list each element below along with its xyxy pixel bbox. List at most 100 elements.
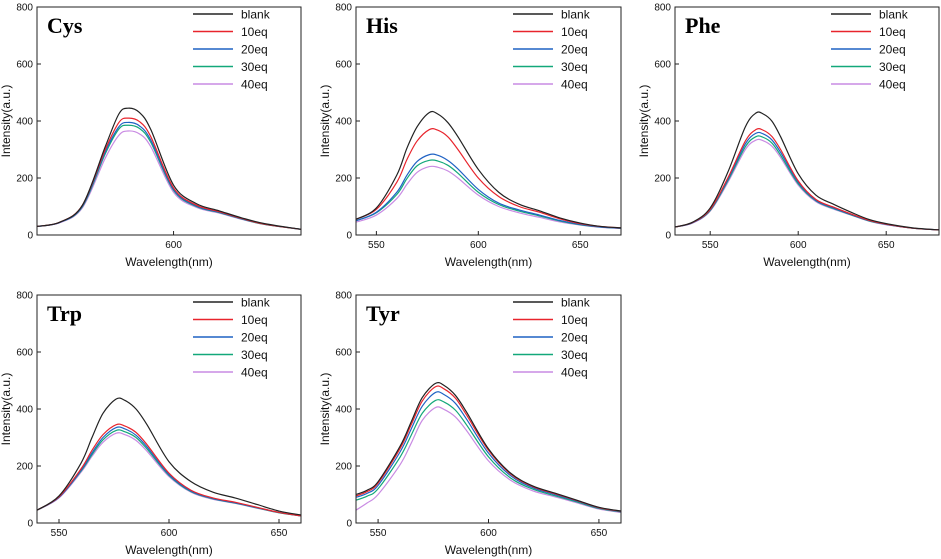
series-line-40eq xyxy=(675,138,939,231)
y-tick-label: 200 xyxy=(654,174,671,185)
legend-label-10eq: 10eq xyxy=(241,313,268,327)
legend-label-20eq: 20eq xyxy=(241,331,268,345)
x-tick-label: 650 xyxy=(591,528,608,539)
series-line-10eq xyxy=(675,128,939,231)
series-line-blank xyxy=(37,397,301,516)
legend: blank 10eq 20eq 30eq 40eq xyxy=(831,8,909,92)
x-axis-label: Wavelength(nm) xyxy=(125,255,213,269)
chart-panel-phe: 0 200 400 600 800 550 600 650 Wavelength(nm) Inte… xyxy=(637,3,940,269)
x-tick-label: 550 xyxy=(702,240,719,251)
x-tick-label: 600 xyxy=(165,240,182,251)
legend-label-40eq: 40eq xyxy=(879,78,906,92)
series-line-20eq xyxy=(675,131,939,231)
legend-label-30eq: 30eq xyxy=(561,348,588,362)
legend-label-10eq: 10eq xyxy=(561,313,588,327)
series-line-10eq xyxy=(37,423,301,517)
x-tick-label: 550 xyxy=(370,528,387,539)
series-group xyxy=(37,107,301,230)
y-tick-label: 200 xyxy=(335,174,352,185)
chart-panel-his: 0 200 400 600 800 550 600 650 Wavelength(nm) Inte… xyxy=(318,3,622,269)
series-line-blank xyxy=(37,107,301,230)
legend-label-20eq: 20eq xyxy=(879,43,906,57)
axes-frame xyxy=(355,294,622,524)
y-tick-label: 0 xyxy=(27,231,33,242)
legend-label-blank: blank xyxy=(241,8,271,22)
panel-title: Trp xyxy=(47,301,82,326)
y-tick-label: 0 xyxy=(346,231,352,242)
series-line-40eq xyxy=(356,406,621,514)
series-line-10eq xyxy=(356,128,621,229)
legend-label-30eq: 30eq xyxy=(241,60,268,74)
legend-label-30eq: 30eq xyxy=(561,60,588,74)
y-tick-label: 0 xyxy=(346,519,352,530)
legend: blank 10eq 20eq 30eq 40eq xyxy=(193,296,271,380)
panel-title: His xyxy=(366,13,398,38)
y-tick-label: 600 xyxy=(335,348,352,359)
series-line-20eq xyxy=(356,153,621,229)
series-line-30eq xyxy=(356,399,621,513)
series-line-blank xyxy=(675,111,939,231)
x-axis-label: Wavelength(nm) xyxy=(445,255,533,269)
y-tick-label: 0 xyxy=(27,519,33,530)
y-axis-label: Intensity(a.u.) xyxy=(637,85,651,158)
x-axis-label: Wavelength(nm) xyxy=(445,543,533,557)
x-tick-label: 650 xyxy=(878,240,895,251)
legend-label-40eq: 40eq xyxy=(561,366,588,380)
y-axis-label: Intensity(a.u.) xyxy=(0,373,13,446)
y-tick-label: 400 xyxy=(335,117,352,128)
legend-label-20eq: 20eq xyxy=(561,43,588,57)
series-line-20eq xyxy=(356,391,621,513)
y-tick-label: 600 xyxy=(16,348,33,359)
series-line-blank xyxy=(356,381,621,512)
series-line-blank xyxy=(356,110,621,229)
legend: blank 10eq 20eq 30eq 40eq xyxy=(513,296,591,380)
axes-frame xyxy=(36,294,302,524)
axes-frame xyxy=(36,6,302,236)
chart-panel-trp: 0 200 400 600 800 550 600 650 Wavelength(nm) Inte… xyxy=(0,291,302,557)
series-group xyxy=(675,111,939,231)
y-tick-label: 400 xyxy=(654,117,671,128)
x-tick-label: 650 xyxy=(271,528,288,539)
y-tick-label: 400 xyxy=(335,405,352,416)
legend-label-10eq: 10eq xyxy=(879,25,906,39)
legend-label-40eq: 40eq xyxy=(241,366,268,380)
y-tick-label: 400 xyxy=(16,405,33,416)
y-tick-label: 600 xyxy=(654,60,671,71)
y-tick-label: 200 xyxy=(16,462,33,473)
series-group xyxy=(37,397,301,517)
x-tick-label: 600 xyxy=(480,528,497,539)
x-tick-label: 600 xyxy=(790,240,807,251)
legend-label-10eq: 10eq xyxy=(561,25,588,39)
y-tick-label: 200 xyxy=(16,174,33,185)
legend-label-blank: blank xyxy=(561,8,591,22)
legend-label-blank: blank xyxy=(561,296,591,310)
y-tick-label: 200 xyxy=(335,462,352,473)
y-axis-label: Intensity(a.u.) xyxy=(318,373,332,446)
panel-title: Cys xyxy=(47,13,83,38)
legend-label-40eq: 40eq xyxy=(241,78,268,92)
series-group xyxy=(356,381,621,514)
y-tick-label: 600 xyxy=(16,60,33,71)
y-tick-label: 400 xyxy=(16,117,33,128)
legend-label-blank: blank xyxy=(241,296,271,310)
legend-label-blank: blank xyxy=(879,8,909,22)
y-axis-label: Intensity(a.u.) xyxy=(0,85,13,158)
y-tick-label: 800 xyxy=(16,291,33,302)
y-tick-label: 800 xyxy=(654,3,671,14)
chart-panel-cys: 0 200 400 600 800 600 Wavelength(nm) Intensity(… xyxy=(0,3,302,269)
legend-label-40eq: 40eq xyxy=(561,78,588,92)
panel-title: Tyr xyxy=(366,301,400,326)
x-tick-label: 600 xyxy=(161,528,178,539)
y-tick-label: 0 xyxy=(665,231,671,242)
x-tick-label: 600 xyxy=(470,240,487,251)
legend-label-30eq: 30eq xyxy=(241,348,268,362)
y-axis-label: Intensity(a.u.) xyxy=(318,85,332,158)
legend-label-30eq: 30eq xyxy=(879,60,906,74)
x-axis-label: Wavelength(nm) xyxy=(125,543,213,557)
legend-label-20eq: 20eq xyxy=(241,43,268,57)
legend: blank 10eq 20eq 30eq 40eq xyxy=(193,8,271,92)
chart-panel-tyr: 0 200 400 600 800 550 600 650 Wavelength(nm) Inte… xyxy=(318,291,622,557)
y-tick-label: 600 xyxy=(335,60,352,71)
x-tick-label: 650 xyxy=(572,240,589,251)
